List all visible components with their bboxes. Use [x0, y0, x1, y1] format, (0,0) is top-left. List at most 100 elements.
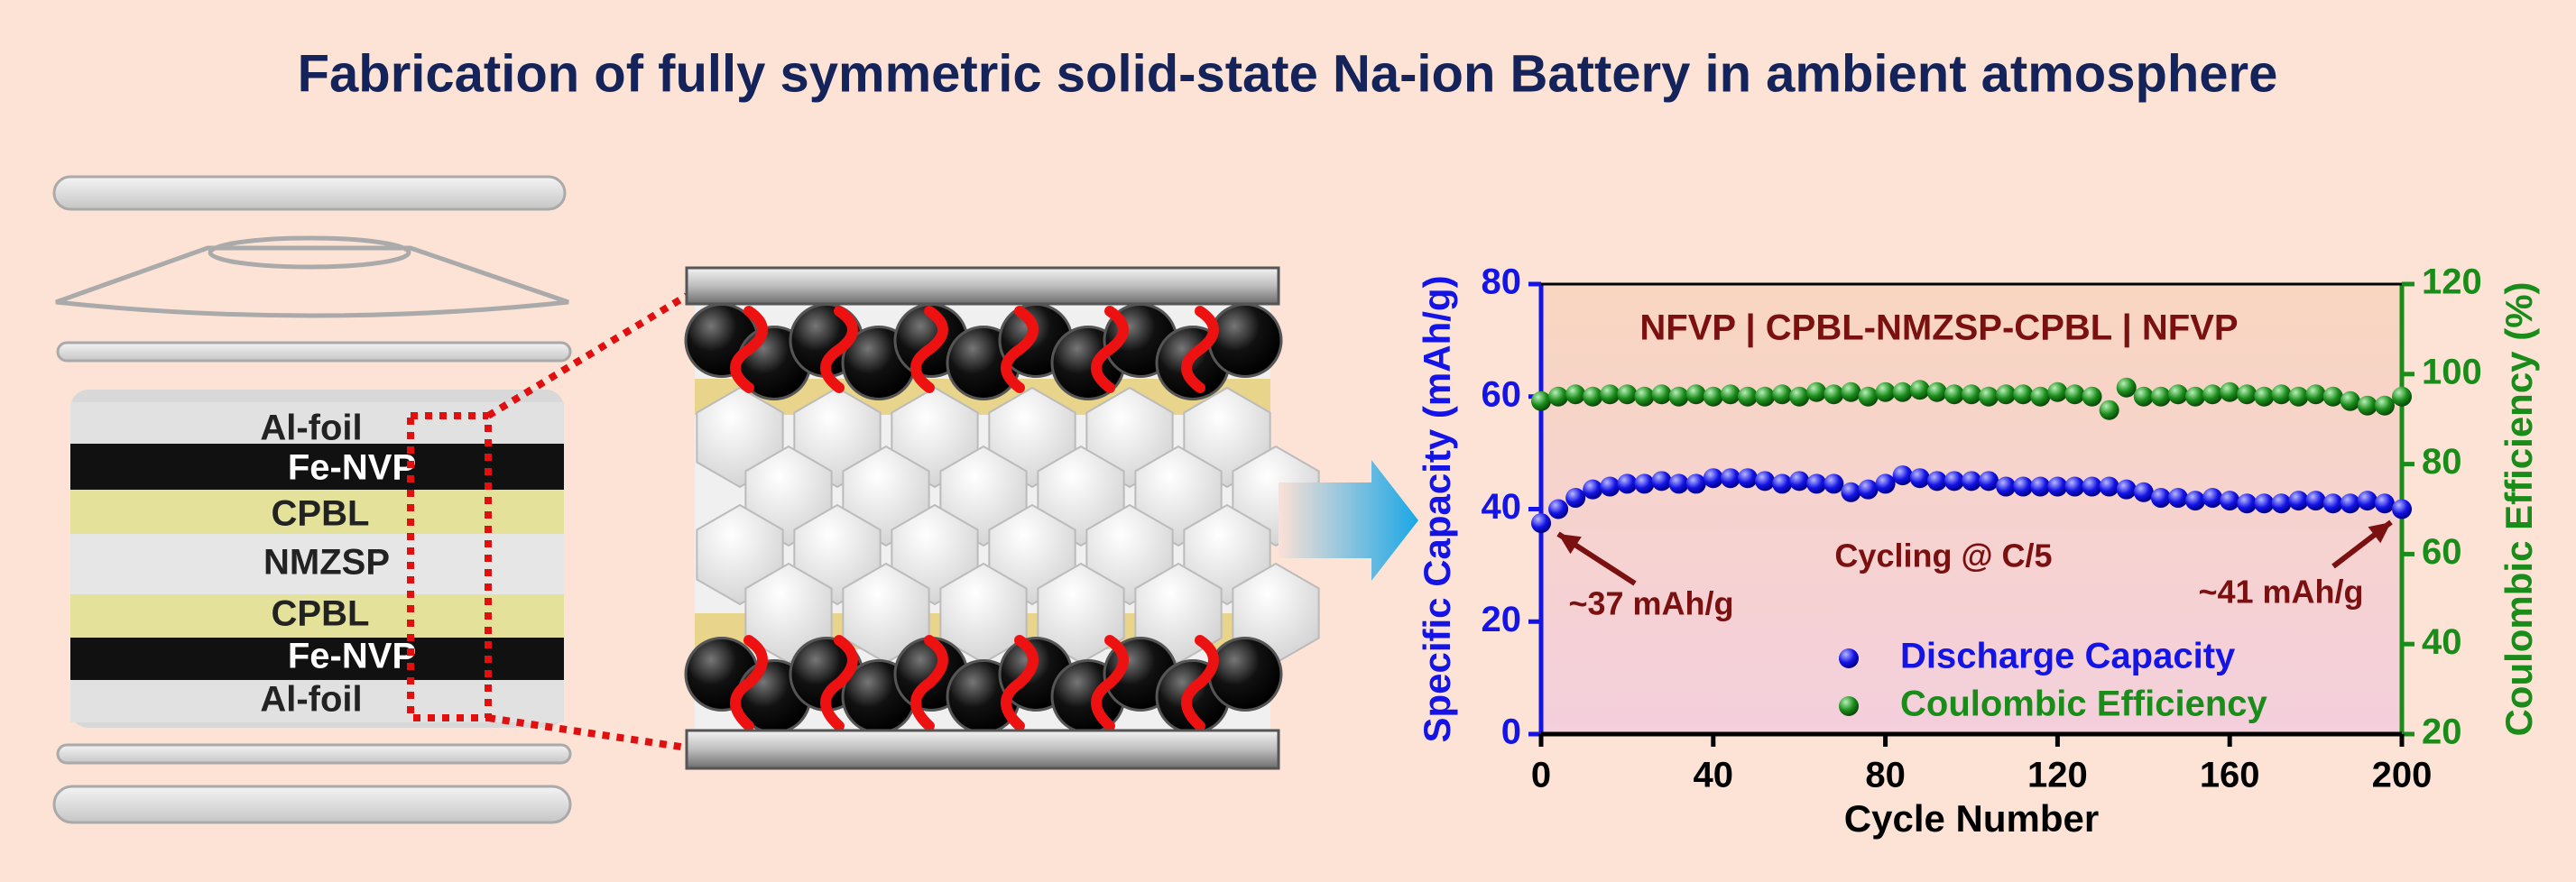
data-point — [2082, 386, 2102, 407]
y-tick-label: 40 — [1482, 487, 1522, 527]
data-point — [1926, 471, 1947, 492]
current-collector — [685, 266, 1280, 306]
data-point — [1962, 471, 1981, 492]
y2-tick-label: 40 — [2422, 622, 2462, 662]
data-point — [1703, 468, 1723, 489]
data-point — [2288, 491, 2309, 511]
data-point — [2305, 491, 2326, 511]
binder — [730, 306, 768, 393]
y2-tick-label: 100 — [2422, 352, 2482, 391]
zoom-box — [407, 412, 492, 721]
data-point — [2254, 386, 2275, 407]
binder — [730, 635, 768, 731]
data-point — [2099, 400, 2119, 420]
data-point — [1979, 386, 1999, 407]
data-point — [2357, 395, 2377, 416]
data-point — [2116, 377, 2137, 398]
data-point — [1685, 473, 1706, 494]
y2-tick-label: 60 — [2422, 532, 2462, 572]
data-point — [1806, 473, 1827, 494]
data-point — [1824, 473, 1844, 494]
data-point — [1600, 384, 1620, 405]
y2-tick-label: 120 — [2422, 262, 2482, 302]
data-point — [1858, 386, 1879, 407]
layer-label: Fe-NVP — [288, 637, 416, 676]
data-point — [2202, 384, 2223, 405]
data-point — [2357, 491, 2377, 511]
data-point — [2220, 381, 2240, 402]
data-point — [2064, 384, 2085, 405]
arrow-head — [1558, 534, 1582, 555]
layer-label: CPBL — [272, 494, 370, 534]
layer-cpbl — [70, 594, 564, 638]
data-point — [1772, 384, 1793, 405]
data-point — [1755, 471, 1776, 492]
data-point — [1720, 468, 1740, 489]
data-point — [1651, 471, 1672, 492]
title: Fabrication of fully symmetric solid-sta… — [298, 44, 2278, 103]
x-axis-title: Cycle Number — [1844, 797, 2099, 840]
binder — [1001, 635, 1039, 731]
spring — [55, 245, 569, 318]
y2-tick-label: 80 — [2422, 442, 2462, 482]
data-point — [2030, 386, 2051, 407]
data-point — [2237, 493, 2257, 514]
legend-label: Coulombic Efficiency — [1900, 684, 2267, 724]
x-tick-label: 0 — [1531, 756, 1551, 795]
data-point — [1909, 468, 1930, 489]
y-axis-title: Specific Capacity (mAh/g) — [1416, 275, 1458, 742]
data-point — [2374, 493, 2395, 514]
data-point — [1565, 488, 1586, 509]
data-point — [2013, 476, 2034, 497]
binder — [820, 306, 858, 393]
x-tick-label: 80 — [1865, 756, 1906, 795]
data-point — [2116, 479, 2137, 500]
annotation: ~41 mAh/g — [2198, 574, 2363, 611]
data-point — [1789, 386, 1810, 407]
y-tick-label: 0 — [1501, 712, 1521, 752]
data-point — [2185, 491, 2206, 511]
data-point — [2047, 381, 2068, 402]
spacer — [56, 341, 572, 363]
data-point — [1996, 476, 2017, 497]
data-point — [2030, 476, 2051, 497]
arrow — [1279, 460, 1418, 581]
data-point — [1634, 473, 1655, 494]
data-point — [1583, 479, 1603, 500]
data-point — [2220, 491, 2240, 511]
data-point — [2374, 395, 2395, 416]
data-point — [1531, 513, 1551, 534]
data-point — [2392, 386, 2412, 407]
y2-axis-title: Coulombic Efficiency (%) — [2498, 281, 2540, 736]
annotation: ~37 mAh/g — [1568, 585, 1733, 622]
binder — [1091, 306, 1129, 393]
data-point — [1737, 468, 1758, 489]
legend-marker — [1839, 648, 1859, 668]
data-point — [2133, 386, 2154, 407]
data-point — [1875, 381, 1896, 402]
annotation: Cycling @ C/5 — [1834, 537, 2052, 574]
legend-marker — [1839, 696, 1859, 716]
data-point — [2254, 493, 2275, 514]
data-point — [1737, 386, 1758, 407]
data-point — [2099, 476, 2119, 497]
data-point — [2133, 482, 2154, 502]
data-point — [1979, 471, 1999, 492]
y-tick-label: 80 — [1482, 262, 1522, 302]
data-point — [2322, 493, 2343, 514]
zoom-line — [487, 714, 688, 751]
layer-label: Al-foil — [260, 680, 362, 720]
data-point — [2271, 493, 2292, 514]
binder — [910, 635, 948, 731]
data-point — [1892, 381, 1913, 402]
data-point — [2047, 476, 2068, 497]
layer-cpbl — [70, 490, 564, 534]
data-point — [1634, 386, 1655, 407]
data-point — [1651, 384, 1672, 405]
zoom-line — [485, 292, 689, 419]
binder — [1181, 635, 1219, 731]
data-point — [2237, 384, 2257, 405]
data-point — [1772, 473, 1793, 494]
data-point — [2322, 386, 2343, 407]
